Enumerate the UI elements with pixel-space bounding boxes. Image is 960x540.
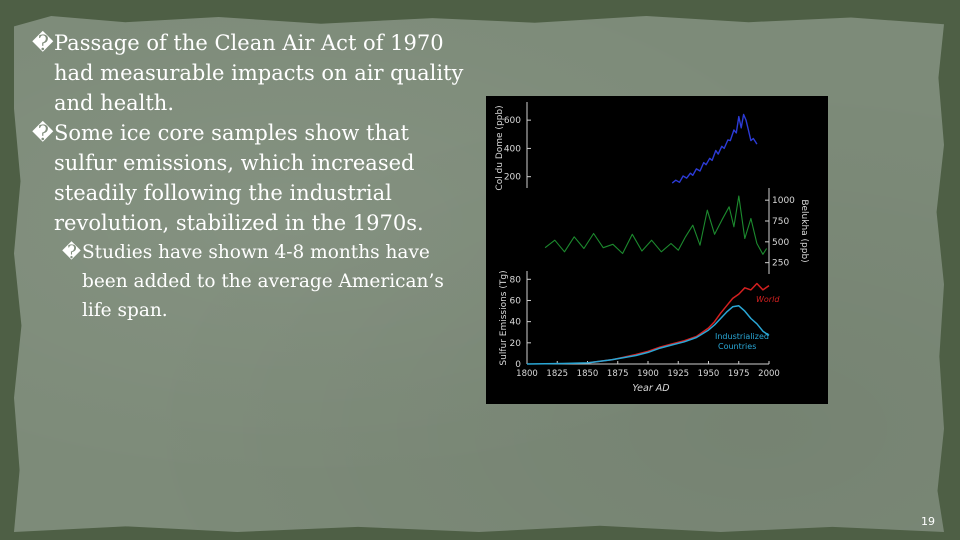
sulfur-x-tick-label: 2000 — [758, 369, 780, 379]
belukha-tick-label: 500 — [772, 238, 789, 248]
bullet-marker: � — [62, 242, 81, 263]
sulfur-x-tick-label: 1850 — [577, 369, 599, 379]
sulfur-series-line-0 — [587, 282, 770, 364]
col-du-dome-axis-label: Col du Dome (ppb) — [495, 105, 505, 190]
industrialized-label: Industrialized Countries — [715, 332, 769, 351]
sulfur-x-tick-label: 1975 — [728, 369, 750, 379]
sulfur-y-axis-label: Sulfur Emissions (Tg) — [499, 270, 509, 365]
sulfur-x-tick-label: 1875 — [607, 369, 629, 379]
sulfur-y-tick-label: 80 — [510, 275, 522, 285]
sulfur-x-tick-label: 1800 — [516, 369, 538, 379]
bullet-marker: � — [32, 121, 54, 145]
sulfur-series-line-1 — [526, 305, 770, 365]
belukha-tick-label: 1000 — [772, 196, 795, 206]
col-du-dome-tick-label: 600 — [504, 116, 521, 126]
bullet-clean-air-act: � Passage of the Clean Air Act of 1970 ha… — [32, 28, 472, 118]
belukha-line — [544, 195, 768, 255]
belukha-axis-label: Belukha (ppb) — [799, 199, 809, 262]
world-label: World — [756, 295, 780, 304]
sulfur-y-tick-label: 60 — [510, 296, 522, 306]
bullet-text: Studies have shown 4-8 months have been … — [82, 242, 444, 321]
sulfur-x-tick-label: 1925 — [667, 369, 689, 379]
page-number: 19 — [921, 515, 935, 528]
col-du-dome-line — [671, 113, 758, 184]
col-du-dome-tick-label: 200 — [504, 173, 521, 183]
sulfur-chart: 600 400 200 Col du Dome (ppb) 1000 750 500 250 B… — [486, 96, 828, 404]
belukha-tick-label: 750 — [772, 217, 789, 227]
sulfur-x-tick-label: 1825 — [546, 369, 568, 379]
bullet-list: � Passage of the Clean Air Act of 1970 ha… — [32, 28, 472, 325]
belukha-tick-label: 250 — [772, 259, 789, 269]
col-du-dome-tick-label: 400 — [504, 144, 521, 154]
sulfur-y-tick-label: 20 — [510, 339, 522, 349]
industrialized-label-line-1: Industrialized — [715, 332, 769, 341]
bullet-marker: � — [32, 31, 54, 55]
sulfur-y-tick-label: 40 — [510, 318, 522, 328]
sulfur-y-tick-label: 0 — [515, 360, 521, 370]
bullet-ice-core: � Some ice core samples show that sulfur … — [32, 118, 472, 238]
industrialized-label-line-2: Countries — [718, 342, 756, 351]
sulfur-x-axis-label: Year AD — [632, 383, 669, 394]
bullet-text: Passage of the Clean Air Act of 1970 had… — [54, 31, 464, 115]
bullet-text: Some ice core samples show that sulfur e… — [54, 121, 424, 235]
sub-bullet-life-span: � Studies have shown 4-8 months have been… — [62, 238, 472, 325]
sulfur-x-tick-label: 1900 — [637, 369, 659, 379]
sulfur-x-tick-label: 1950 — [698, 369, 720, 379]
